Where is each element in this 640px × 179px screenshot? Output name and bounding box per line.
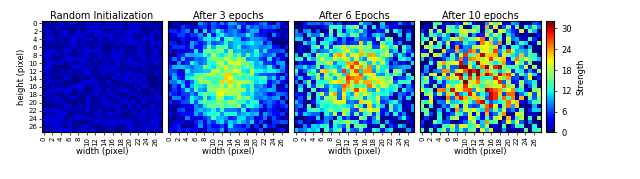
X-axis label: width (pixel): width (pixel) bbox=[454, 147, 507, 156]
Title: After 3 epochs: After 3 epochs bbox=[193, 11, 263, 21]
X-axis label: width (pixel): width (pixel) bbox=[328, 147, 380, 156]
Title: After 6 Epochs: After 6 Epochs bbox=[319, 11, 390, 21]
X-axis label: width (pixel): width (pixel) bbox=[76, 147, 128, 156]
Y-axis label: height (pixel): height (pixel) bbox=[17, 49, 26, 105]
Title: Random Initialization: Random Initialization bbox=[50, 11, 154, 21]
Title: After 10 epochs: After 10 epochs bbox=[442, 11, 519, 21]
X-axis label: width (pixel): width (pixel) bbox=[202, 147, 254, 156]
Y-axis label: Strength: Strength bbox=[576, 59, 585, 95]
